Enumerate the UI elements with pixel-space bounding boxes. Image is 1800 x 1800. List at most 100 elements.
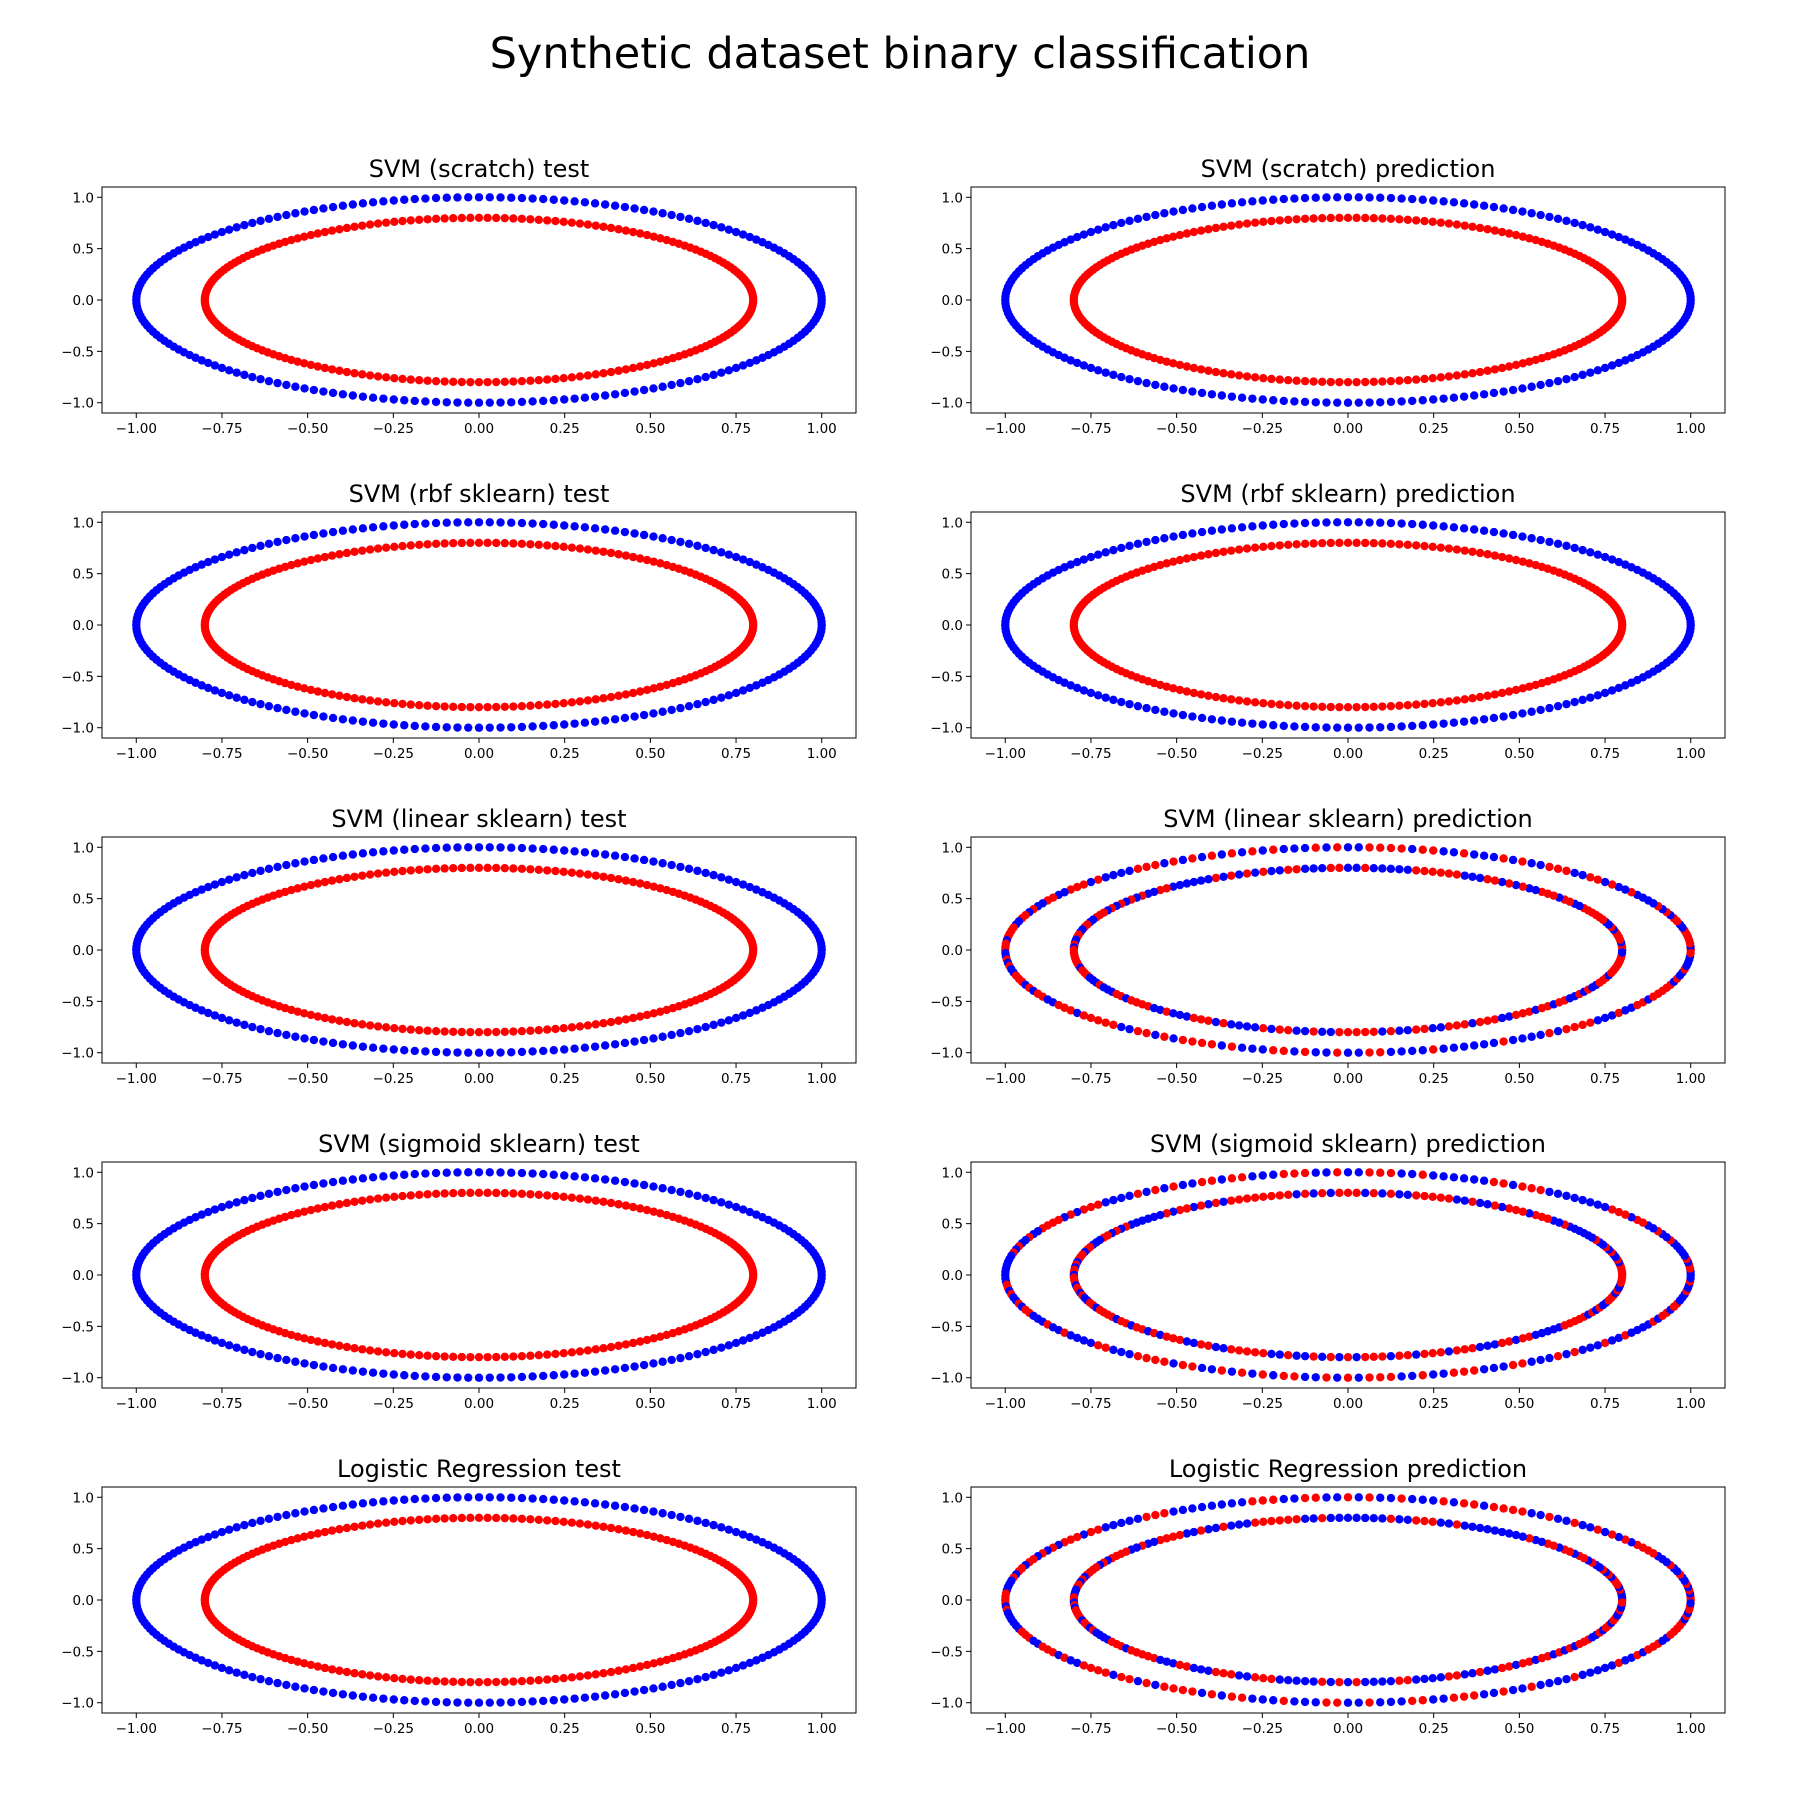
point (466, 863, 475, 873)
point (1369, 1677, 1379, 1687)
point (328, 527, 338, 537)
point (1269, 1170, 1278, 1179)
point (217, 363, 227, 373)
point (1258, 1045, 1267, 1054)
point (1142, 1187, 1151, 1197)
point (1386, 1189, 1396, 1199)
point (1369, 1513, 1379, 1523)
point (1189, 1527, 1199, 1537)
point (398, 216, 407, 226)
point (414, 1190, 424, 1200)
point (398, 1024, 407, 1034)
point (1258, 1370, 1267, 1379)
point (1536, 210, 1545, 220)
point (217, 1013, 227, 1023)
point (1207, 1176, 1217, 1185)
point (464, 518, 473, 527)
point (1259, 867, 1268, 877)
point (731, 227, 741, 237)
point (1511, 555, 1521, 565)
point (635, 362, 645, 371)
point (1436, 868, 1446, 877)
point (1617, 1273, 1627, 1282)
point (1182, 1529, 1192, 1538)
point (306, 230, 316, 240)
point (410, 396, 419, 406)
subplot-2: SVM (rbf sklearn) test−1.00 −0.75 −0.50 −0.… (61, 480, 857, 762)
point (264, 539, 274, 549)
point (542, 375, 552, 384)
point (1621, 1210, 1630, 1219)
series-r1 (132, 193, 826, 407)
point (539, 194, 548, 204)
point (560, 846, 569, 855)
point (466, 1352, 475, 1362)
point (300, 359, 309, 368)
point (1395, 215, 1404, 224)
point (381, 868, 391, 877)
point (1444, 869, 1454, 878)
point (559, 1348, 568, 1358)
point (590, 199, 600, 208)
point (240, 1195, 249, 1205)
point (1408, 1046, 1417, 1056)
point (335, 1200, 344, 1209)
point (1318, 1027, 1327, 1037)
point (1079, 361, 1089, 370)
point (368, 198, 378, 207)
point (748, 948, 758, 957)
point (580, 848, 590, 857)
point (406, 1675, 416, 1684)
point (327, 1665, 337, 1674)
point (368, 848, 378, 857)
point (1093, 1341, 1103, 1350)
point (358, 849, 368, 858)
point (1204, 225, 1213, 234)
point (748, 623, 758, 632)
point (457, 538, 466, 548)
point (1259, 1517, 1268, 1527)
point (1160, 382, 1169, 391)
point (1343, 1373, 1353, 1382)
point (639, 1180, 649, 1190)
point (542, 866, 552, 875)
point (264, 701, 274, 711)
point (282, 380, 291, 390)
point (1525, 559, 1534, 568)
y-tick-label: −1.0 (61, 721, 94, 737)
x-tick-label: −1.00 (116, 746, 157, 762)
point (1617, 298, 1627, 307)
point (1234, 1520, 1244, 1529)
point (1525, 357, 1534, 366)
point (256, 699, 265, 709)
point (457, 1513, 466, 1523)
point (1504, 554, 1514, 563)
point (591, 546, 600, 555)
point (390, 217, 399, 227)
subplot-3: SVM (rbf sklearn) prediction−1.00 −0.75 −0… (930, 480, 1726, 762)
point (1133, 1514, 1143, 1524)
point (717, 873, 726, 882)
point (256, 1516, 265, 1526)
point (621, 876, 631, 885)
point (483, 702, 492, 712)
point (549, 1696, 558, 1705)
point (1242, 1194, 1252, 1203)
point (1300, 722, 1310, 732)
point (1207, 1501, 1217, 1510)
point (509, 377, 518, 386)
point (1333, 1048, 1342, 1057)
point (507, 1698, 516, 1707)
point (1469, 1691, 1479, 1700)
point (570, 719, 579, 728)
point (240, 370, 249, 380)
point (1335, 1027, 1344, 1037)
point (1570, 1672, 1579, 1682)
point (1343, 1493, 1353, 1502)
point (1449, 1173, 1459, 1182)
point (291, 1032, 300, 1041)
x-tick-label: −0.75 (1070, 1721, 1111, 1737)
point (1072, 1207, 1082, 1217)
point (421, 722, 430, 731)
point (709, 695, 718, 705)
